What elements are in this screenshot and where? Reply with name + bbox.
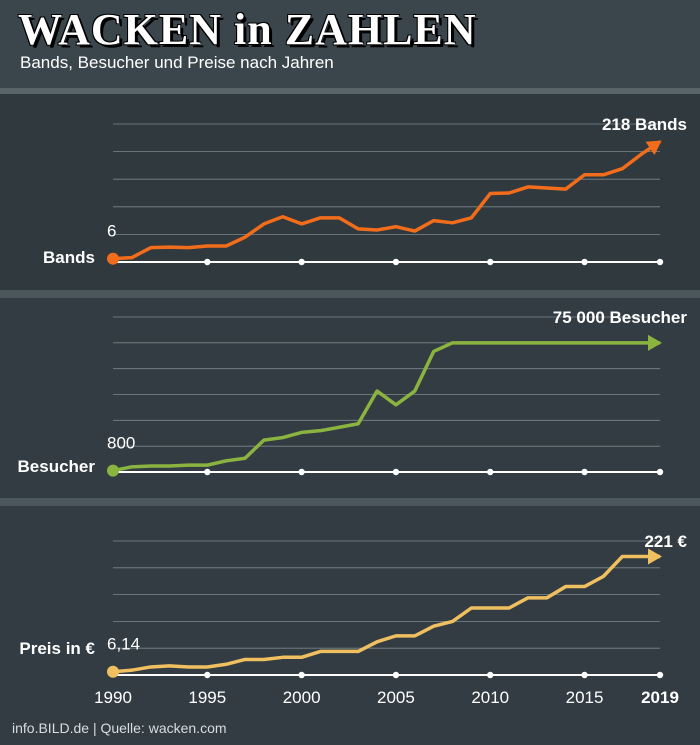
x-tick-label: 2010 — [471, 688, 509, 707]
x-tick-dot — [656, 671, 664, 679]
header-bg — [0, 0, 700, 88]
x-tick-dot — [656, 468, 664, 476]
end-arrow — [648, 548, 662, 565]
x-tick-dot — [487, 258, 494, 266]
x-tick-dot — [204, 671, 211, 679]
row-label: Bands — [43, 248, 95, 267]
x-tick-label: 2000 — [283, 688, 321, 707]
x-tick-label: 1990 — [94, 688, 132, 707]
panel-bg — [0, 94, 700, 290]
data-line — [112, 140, 661, 261]
x-tick-dot — [204, 258, 211, 266]
value-label: 6,14 — [107, 635, 140, 654]
separator — [0, 290, 700, 298]
data-line — [112, 554, 660, 674]
x-tick-dot — [392, 468, 400, 476]
separator — [0, 498, 700, 506]
panel-bg — [0, 298, 700, 498]
x-tick-dot — [392, 671, 400, 679]
separator — [0, 88, 700, 94]
value-label: 221 € — [644, 532, 687, 551]
x-tick-dot — [581, 468, 588, 476]
start-dot — [107, 464, 119, 477]
end-arrow — [645, 140, 662, 156]
row-label: Besucher — [17, 457, 95, 476]
x-tick-dot — [298, 468, 305, 476]
data-line — [112, 341, 660, 473]
x-tick-dot — [487, 671, 494, 679]
x-tick-dot — [487, 468, 494, 476]
panel-bg — [0, 506, 700, 745]
start-dot — [107, 665, 119, 678]
x-tick-dot — [204, 468, 211, 476]
x-tick-dot — [656, 258, 664, 266]
x-tick-label: 2015 — [566, 688, 604, 707]
x-tick-label: 1995 — [188, 688, 226, 707]
x-tick-label: 2019 — [641, 688, 679, 707]
x-tick-dot — [581, 671, 588, 679]
x-tick-dot — [581, 258, 588, 266]
x-tick-label: 2005 — [377, 688, 415, 707]
row-label: Preis in € — [19, 639, 95, 658]
x-tick-dot — [298, 671, 305, 679]
value-label: 800 — [107, 434, 135, 453]
value-label: 218 Bands — [602, 115, 687, 134]
x-tick-dot — [392, 258, 400, 266]
source: info.BILD.de | Quelle: wacken.com — [12, 720, 227, 736]
title: WACKEN in ZAHLEN — [18, 5, 477, 54]
value-label: 6 — [107, 222, 116, 241]
x-tick-dot — [298, 258, 305, 266]
subtitle: Bands, Besucher und Preise nach Jahren — [20, 53, 334, 72]
start-dot — [107, 252, 119, 265]
value-label: 75 000 Besucher — [553, 308, 688, 327]
end-arrow — [648, 334, 662, 351]
